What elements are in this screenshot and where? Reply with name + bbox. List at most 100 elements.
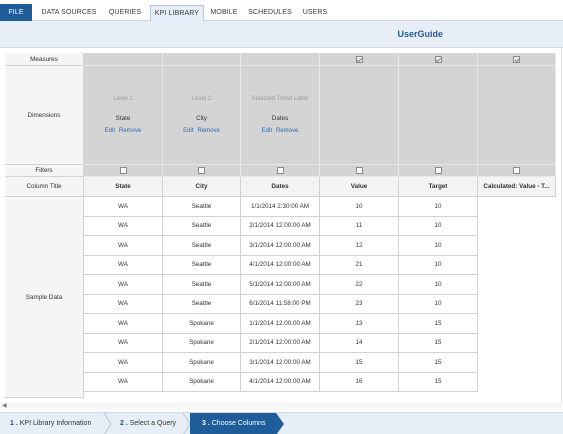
table-cell: 22 — [320, 275, 399, 295]
top-menu-bar: FILE DATA SOURCES QUERIES KPI LIBRARY MO… — [0, 0, 563, 21]
menu-mobile[interactable]: MOBILE — [210, 9, 238, 16]
table-cell: Spokane — [163, 372, 241, 392]
dimension-level-label: Level 2 — [191, 96, 212, 102]
measure-calculated-checkbox[interactable] — [513, 55, 520, 63]
table-cell: 10 — [399, 236, 478, 256]
dimension-level-label: Level 1 — [113, 96, 133, 102]
table-cell: WA — [84, 333, 163, 353]
table-cell: Spokane — [163, 333, 241, 353]
table-cell: 15 — [399, 372, 478, 392]
dimension-state: Level 1 State Edit Remove — [84, 66, 163, 165]
table-cell: WA — [84, 255, 163, 275]
filter-cell-target — [399, 165, 478, 177]
column-title-dates[interactable]: Dates — [241, 177, 320, 197]
column-title-state[interactable]: State — [84, 177, 163, 197]
dimension-field-name: Dates — [271, 115, 289, 122]
measures-cell-city — [163, 53, 241, 66]
dimension-remove-link[interactable]: Remove — [197, 128, 220, 134]
table-cell: WA — [84, 236, 163, 256]
table-cell: Seattle — [163, 255, 241, 275]
page-title: UserGuide — [397, 29, 443, 39]
table-cell: 3/1/2014 12:00:00 AM — [241, 236, 320, 256]
vertical-scrollbar[interactable] — [561, 48, 562, 402]
table-cell: Spokane — [163, 314, 241, 334]
wizard-step-2[interactable]: 2 . Select a Query — [112, 413, 190, 434]
table-cell: 10 — [320, 197, 399, 217]
table-cell: 10 — [399, 275, 478, 295]
table-cell: 15 — [399, 333, 478, 353]
filter-calculated-checkbox[interactable] — [513, 167, 520, 174]
wizard-step-label: Select a Query — [129, 420, 177, 427]
table-cell: 12 — [320, 236, 399, 256]
dimension-level-label: Selected Trend Label — [251, 96, 309, 102]
menu-file[interactable]: FILE — [0, 4, 32, 21]
dimension-dates: Selected Trend Label Dates Edit Remove — [241, 66, 320, 165]
filter-cell-state — [84, 165, 163, 177]
wizard-step-3[interactable]: 3 . Choose Columns — [190, 413, 276, 434]
table-cell: Spokane — [163, 353, 241, 373]
table-cell: WA — [84, 216, 163, 236]
table-cell: 1/1/2014 2:30:00 AM — [241, 197, 320, 217]
measures-cell-value — [320, 53, 399, 66]
table-cell: Seattle — [163, 197, 241, 217]
table-cell: 14 — [320, 333, 399, 353]
wizard-step-number: 1 . — [10, 420, 18, 427]
filter-dates-checkbox[interactable] — [276, 167, 284, 174]
dimension-empty-target — [399, 66, 478, 165]
row-label-column-title: Column Title — [5, 177, 84, 197]
measures-cell-state — [84, 53, 163, 66]
horizontal-scrollbar[interactable]: ◀ — [0, 402, 563, 410]
column-title-value[interactable]: Value — [320, 177, 399, 197]
measure-value-checkbox[interactable] — [355, 55, 363, 63]
table-cell: 15 — [320, 353, 399, 373]
table-cell: 10 — [399, 255, 478, 275]
filter-cell-calculated — [478, 165, 556, 177]
table-cell: 2/1/2014 12:00:00 AM — [241, 333, 320, 353]
menu-users[interactable]: USERS — [302, 9, 328, 16]
table-cell: 11 — [320, 216, 399, 236]
filter-city-checkbox[interactable] — [198, 167, 205, 174]
table-cell: 6/1/2014 11:58:00 PM — [241, 294, 320, 314]
filter-state-checkbox[interactable] — [119, 167, 127, 174]
table-cell: 5/1/2014 12:00:00 AM — [241, 275, 320, 295]
wizard-steps: 1 . KPI Library Information 2 . Select a… — [0, 412, 563, 434]
measure-target-checkbox[interactable] — [434, 55, 442, 63]
filter-target-checkbox[interactable] — [434, 167, 442, 174]
filter-value-checkbox[interactable] — [355, 167, 363, 174]
dimension-remove-link[interactable]: Remove — [276, 128, 299, 134]
column-title-calculated[interactable]: Calculated: Value - T... — [478, 177, 556, 197]
table-cell: 16 — [320, 372, 399, 392]
menu-queries[interactable]: QUERIES — [108, 9, 142, 16]
table-cell: 10 — [399, 216, 478, 236]
dimension-city: Level 2 City Edit Remove — [163, 66, 241, 165]
table-cell: WA — [84, 372, 163, 392]
table-cell: 4/1/2014 12:00:00 AM — [241, 372, 320, 392]
kpi-column-grid: Measures Dimensions Filters Column Title… — [5, 53, 556, 398]
table-cell: Seattle — [163, 294, 241, 314]
table-cell: 1/1/2014 12:00:00 AM — [241, 314, 320, 334]
dimension-empty-value — [320, 66, 399, 165]
title-band: UserGuide — [0, 21, 563, 48]
dimension-edit-link[interactable]: Edit — [183, 128, 194, 134]
table-cell: 15 — [399, 314, 478, 334]
menu-schedules[interactable]: SCHEDULES — [248, 9, 292, 16]
column-title-city[interactable]: City — [163, 177, 241, 197]
table-cell: Seattle — [163, 236, 241, 256]
table-cell: Seattle — [163, 216, 241, 236]
menu-kpi-library[interactable]: KPI LIBRARY — [150, 5, 204, 21]
table-cell: 3/1/2014 12:00:00 AM — [241, 353, 320, 373]
measures-cell-target — [399, 53, 478, 66]
filter-cell-value — [320, 165, 399, 177]
wizard-step-1[interactable]: 1 . KPI Library Information — [0, 413, 108, 434]
dimension-field-name: State — [115, 115, 131, 122]
dimension-edit-link[interactable]: Edit — [104, 128, 115, 134]
menu-data-sources[interactable]: DATA SOURCES — [41, 9, 97, 16]
table-cell: 10 — [399, 197, 478, 217]
wizard-step-number: 3 . — [202, 420, 210, 427]
measures-cell-calculated — [478, 53, 556, 66]
scroll-left-arrow-icon[interactable]: ◀ — [2, 403, 7, 409]
dimension-empty-calculated — [478, 66, 556, 165]
dimension-remove-link[interactable]: Remove — [119, 128, 142, 134]
dimension-edit-link[interactable]: Edit — [261, 128, 272, 134]
column-title-target[interactable]: Target — [399, 177, 478, 197]
